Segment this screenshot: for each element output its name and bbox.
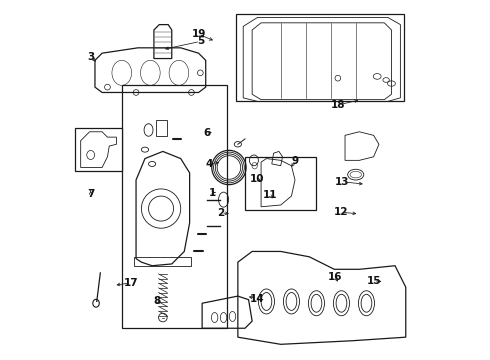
Text: 3: 3: [88, 52, 95, 62]
Text: 16: 16: [328, 272, 343, 282]
FancyBboxPatch shape: [245, 157, 317, 210]
Text: 10: 10: [249, 174, 264, 184]
Text: 5: 5: [196, 36, 204, 46]
Text: 17: 17: [123, 278, 138, 288]
Text: 15: 15: [367, 276, 381, 286]
FancyBboxPatch shape: [75, 128, 122, 171]
Text: 8: 8: [153, 296, 160, 306]
Text: 7: 7: [87, 189, 95, 199]
Text: 2: 2: [218, 208, 225, 218]
Text: 12: 12: [334, 207, 348, 217]
Text: 11: 11: [263, 190, 277, 200]
Text: 19: 19: [192, 29, 206, 39]
FancyBboxPatch shape: [156, 120, 168, 136]
Text: 14: 14: [249, 294, 264, 303]
Text: 13: 13: [335, 177, 350, 187]
FancyBboxPatch shape: [236, 14, 404, 102]
Text: 9: 9: [292, 157, 298, 166]
Text: 4: 4: [206, 159, 213, 169]
Text: 1: 1: [209, 188, 216, 198]
FancyBboxPatch shape: [122, 85, 227, 328]
Text: 18: 18: [331, 100, 345, 110]
Text: 6: 6: [204, 128, 211, 138]
